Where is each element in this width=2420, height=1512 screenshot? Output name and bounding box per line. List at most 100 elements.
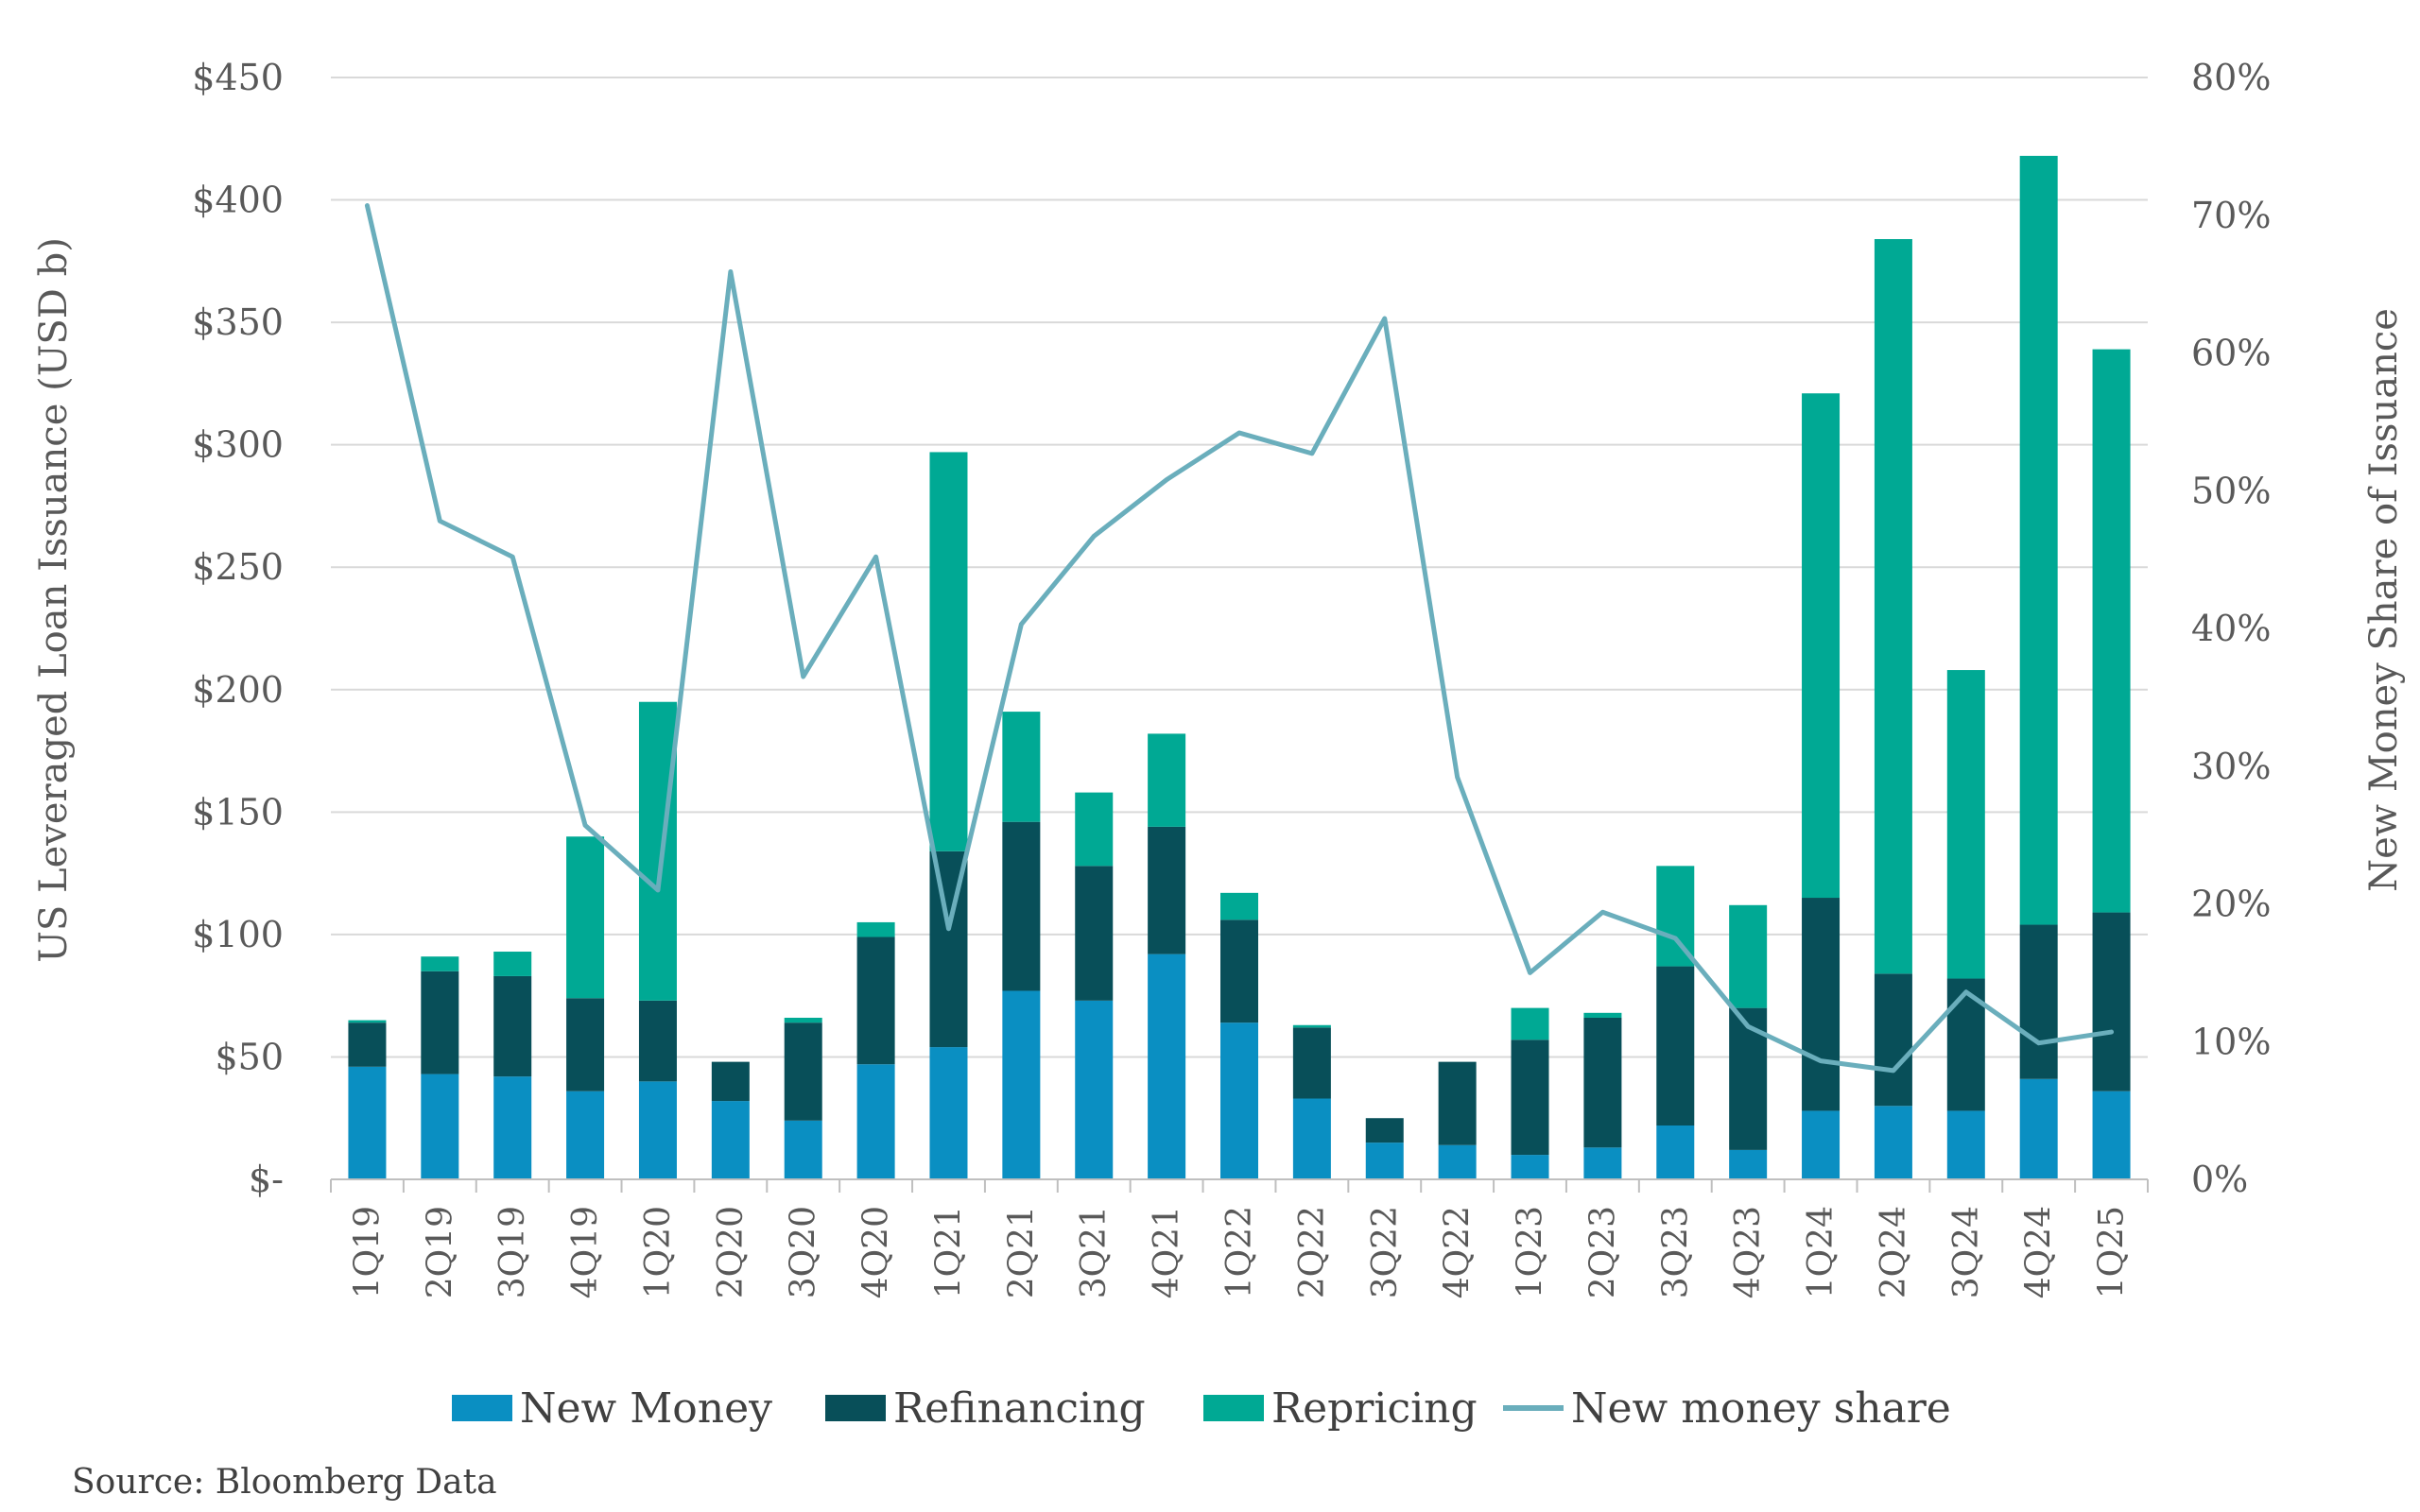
bar-repricing [784,1017,822,1023]
bar-repricing [1148,733,1186,827]
bar-refinancing [1220,919,1258,1023]
x-tick-label: 1Q20 [639,1206,678,1298]
x-tick-label: 2Q20 [712,1206,751,1298]
x-tick-label: 3Q20 [785,1206,823,1298]
bar-repricing [1002,712,1041,822]
source-note: Source: Bloomberg Data [72,1463,497,1502]
right-axis-title: New Money Share of Issuance [2362,308,2406,892]
x-tick-label: 4Q24 [2020,1206,2059,1298]
left-tick-label: $450 [192,57,284,98]
bar-repricing [1946,670,1985,979]
line-point [729,270,732,273]
line-point [1238,432,1240,435]
bar-refinancing [1802,898,1841,1111]
axes: $- $50 $100 $150 $200 $250 $300 $350 $400 $450 0% 1… [192,57,2271,1298]
bar-repricing [493,952,532,976]
bar-new-money [638,1081,677,1179]
new-money-share-line-group [364,203,2115,1074]
bar-repricing [1656,866,1695,967]
right-tick-label: 10% [2191,1021,2271,1062]
x-tick-label: 1Q21 [929,1206,968,1298]
bar-new-money [566,1091,605,1179]
bar-repricing [1729,904,1768,1008]
x-tick-label: 3Q23 [1656,1206,1695,1298]
bar-repricing [1220,892,1258,920]
bar-refinancing [348,1022,387,1067]
bar-refinancing [1729,1007,1768,1150]
left-tick-label: $400 [192,180,284,221]
line-point [1093,535,1096,538]
bar-refinancing [1075,866,1114,1001]
legend-label-new-money: New Money [520,1384,772,1433]
bar-new-money [1729,1149,1768,1179]
x-tick-label: 1Q25 [2093,1206,2132,1298]
bar-repricing [1802,393,1841,899]
line-point [1310,452,1313,455]
bar-repricing [856,921,895,937]
x-tick-label: 3Q22 [1366,1206,1405,1298]
bar-refinancing [1874,973,1912,1107]
line-point [2037,1041,2040,1044]
line-point [511,556,514,558]
gridlines [331,77,2148,1058]
x-tick-label: 4Q19 [566,1206,605,1298]
bar-refinancing [1946,978,1985,1111]
line-point [584,824,587,827]
x-tick-label: 1Q23 [1512,1206,1550,1298]
bar-new-money [1802,1110,1841,1179]
left-tick-label: $- [249,1159,284,1200]
line-point [1747,1025,1750,1028]
bar-repricing [2092,349,2131,913]
line-point [1383,318,1386,320]
right-tick-label: 20% [2191,884,2271,925]
bar-refinancing [856,936,895,1065]
bar-new-money [1656,1125,1695,1179]
stacked-bars [348,155,2131,1179]
bar-new-money [856,1064,895,1179]
x-tick-label: 3Q21 [1075,1206,1114,1298]
line-point [1674,936,1677,939]
bar-new-money [1438,1144,1477,1179]
line-point [1166,478,1168,481]
bar-repricing [638,701,677,1001]
bar-refinancing [566,998,605,1091]
bar-refinancing [1148,826,1186,954]
bar-refinancing [1365,1118,1404,1143]
bar-repricing [1292,1024,1331,1028]
bar-refinancing [1656,966,1695,1125]
right-tick-label: 40% [2191,608,2271,649]
bar-new-money [1583,1147,1622,1179]
bar-new-money [1292,1098,1331,1179]
line-point [874,556,877,558]
line-point [1892,1069,1894,1072]
bar-new-money [711,1101,750,1179]
bar-refinancing [711,1061,750,1102]
bar-refinancing [493,975,532,1077]
left-tick-label: $200 [192,669,284,711]
x-tick-label: 4Q21 [1148,1206,1186,1298]
bar-refinancing [2092,912,2131,1091]
bar-new-money [1511,1155,1549,1179]
right-tick-label: 30% [2191,746,2271,787]
bar-new-money [493,1076,532,1179]
left-tick-label: $50 [215,1036,284,1077]
bar-new-money [348,1066,387,1179]
line-point [1456,776,1459,779]
x-tick-label: 1Q22 [1220,1206,1259,1298]
bar-new-money [2019,1078,2058,1179]
bar-new-money [1148,954,1186,1179]
legend-swatch-repricing [1203,1395,1264,1421]
legend-swatch-refinancing [825,1395,886,1421]
line-point [802,676,804,679]
bar-repricing [1874,239,1912,974]
bar-refinancing [784,1022,822,1121]
x-tick-label: 4Q23 [1729,1206,1768,1298]
bar-repricing [421,956,459,971]
bar-repricing [566,836,605,999]
bar-repricing [1511,1007,1549,1040]
left-tick-label: $100 [192,914,284,955]
legend-swatch-new-money [452,1395,512,1421]
left-axis-title: US Leveraged Loan Issuance (USD b) [32,237,76,963]
bar-refinancing [1583,1017,1622,1148]
